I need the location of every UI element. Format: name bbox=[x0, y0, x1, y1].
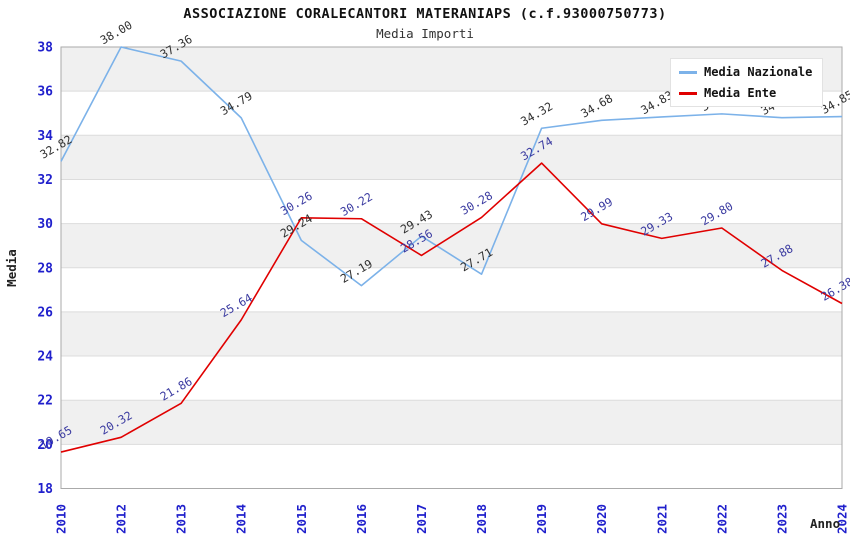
x-tick-label: 2012 bbox=[114, 504, 129, 534]
x-tick-label: 2018 bbox=[474, 504, 489, 534]
x-tick-label: 2014 bbox=[234, 504, 249, 534]
y-tick-label: 36 bbox=[37, 85, 53, 100]
legend-item-media-nazionale: Media Nazionale bbox=[679, 65, 812, 79]
y-tick-label: 28 bbox=[37, 261, 53, 276]
legend-item-media-ente: Media Ente bbox=[679, 86, 812, 100]
point-value-label: 30.26 bbox=[278, 189, 315, 218]
x-tick-label: 2013 bbox=[174, 504, 189, 534]
x-tick-label: 2015 bbox=[294, 504, 309, 534]
media-nazionale-line-swatch bbox=[679, 70, 697, 74]
media-ente-line-swatch bbox=[679, 91, 697, 95]
series-line-media-ente bbox=[60, 162, 843, 453]
y-tick-label: 24 bbox=[37, 350, 53, 365]
x-tick-label: 2010 bbox=[54, 504, 69, 534]
point-value-label: 30.22 bbox=[338, 190, 375, 219]
grid-band bbox=[61, 135, 842, 180]
x-tick-label: 2022 bbox=[714, 504, 729, 534]
point-value-label: 21.86 bbox=[158, 374, 195, 403]
point-value-label: 30.28 bbox=[458, 188, 495, 217]
grid-band bbox=[61, 311, 842, 357]
point-value-label: 19.65 bbox=[38, 423, 75, 452]
legend-label: Media Ente bbox=[704, 86, 777, 100]
legend: Media Nazionale Media Ente bbox=[670, 58, 824, 107]
x-tick-label: 2024 bbox=[835, 504, 850, 534]
chart-subtitle: Media Importi bbox=[376, 26, 474, 41]
x-tick-label: 2016 bbox=[354, 504, 369, 534]
point-value-label: 34.32 bbox=[518, 99, 555, 128]
y-tick-label: 32 bbox=[37, 173, 53, 188]
point-value-label: 38.00 bbox=[98, 18, 135, 47]
x-tick-label: 2017 bbox=[414, 504, 429, 534]
grid-band bbox=[61, 223, 842, 268]
point-value-label: 34.68 bbox=[578, 91, 615, 120]
y-tick-label: 34 bbox=[37, 129, 53, 144]
y-tick-label: 20 bbox=[37, 438, 53, 453]
y-axis-title: Media bbox=[4, 249, 19, 287]
series-line-media-nazionale bbox=[60, 46, 843, 287]
grid-band bbox=[61, 400, 842, 445]
y-tick-label: 26 bbox=[37, 305, 53, 320]
x-tick-label: 2020 bbox=[594, 504, 609, 534]
y-tick-label: 30 bbox=[37, 217, 53, 232]
plot-border bbox=[60, 46, 843, 489]
y-tick-label: 22 bbox=[37, 394, 53, 409]
x-tick-label: 2019 bbox=[534, 504, 549, 534]
x-tick-label: 2021 bbox=[654, 504, 669, 534]
y-tick-label: 18 bbox=[37, 482, 53, 497]
y-tick-label: 38 bbox=[37, 41, 53, 56]
x-axis-title: Anno bbox=[810, 516, 840, 531]
x-tick-label: 2023 bbox=[774, 504, 789, 534]
chart-title: ASSOCIAZIONE CORALECANTORI MATERANIAPS (… bbox=[183, 6, 667, 22]
legend-label: Media Nazionale bbox=[704, 65, 813, 79]
